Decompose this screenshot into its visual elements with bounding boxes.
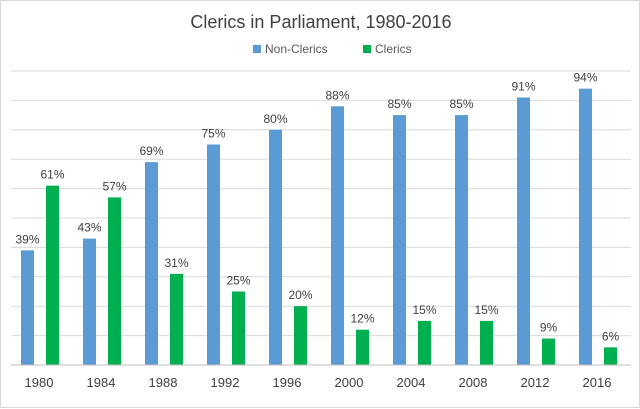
- data-label: 25%: [226, 274, 250, 288]
- x-tick-label: 1984: [87, 375, 116, 390]
- data-label: 9%: [540, 321, 558, 335]
- bar: [356, 329, 369, 365]
- gridlines: [11, 70, 631, 337]
- bar: [517, 97, 530, 366]
- data-label: 15%: [474, 303, 498, 317]
- legend-swatch: [253, 45, 261, 53]
- bar: [455, 115, 468, 365]
- bar: [480, 320, 493, 365]
- data-label: 6%: [602, 329, 620, 343]
- data-label: 85%: [387, 97, 411, 111]
- bar: [46, 185, 59, 365]
- bar: [393, 115, 406, 365]
- data-label: 88%: [325, 88, 349, 102]
- x-tick-label: 2016: [583, 375, 612, 390]
- x-tick-labels: 1980 1984 1988 1992 1996 2000 2004 2008 2012 2016: [25, 375, 612, 390]
- bar: [207, 144, 220, 365]
- bar: [604, 347, 617, 365]
- x-tick-label: 2008: [459, 375, 488, 390]
- data-label: 20%: [288, 288, 312, 302]
- data-label: 80%: [263, 112, 287, 126]
- bar: [170, 273, 183, 365]
- x-tick-label: 2000: [335, 375, 364, 390]
- data-label: 91%: [511, 79, 535, 93]
- x-tick-label: 1992: [211, 375, 240, 390]
- bar: [294, 306, 307, 365]
- data-label: 43%: [77, 221, 101, 235]
- bar: [108, 197, 121, 365]
- x-tick-label: 1996: [273, 375, 302, 390]
- bars: [21, 88, 617, 366]
- data-label: 39%: [15, 232, 39, 246]
- bar: [331, 106, 344, 365]
- bar: [145, 162, 158, 365]
- data-label: 57%: [102, 179, 126, 193]
- bar: [269, 129, 282, 365]
- x-tick-label: 1988: [149, 375, 178, 390]
- legend-label: Non-Clerics: [265, 42, 328, 56]
- data-label: 69%: [139, 144, 163, 158]
- bar: [542, 338, 555, 365]
- x-tick-label: 2004: [397, 375, 426, 390]
- bar: [21, 250, 34, 365]
- bar: [232, 291, 245, 365]
- x-tick-label: 2012: [521, 375, 550, 390]
- data-label: 85%: [449, 97, 473, 111]
- legend-swatch: [363, 45, 371, 53]
- bar: [83, 238, 96, 365]
- data-label: 12%: [350, 312, 374, 326]
- bar: [418, 320, 431, 365]
- x-tick-label: 1980: [25, 375, 54, 390]
- data-label: 15%: [412, 303, 436, 317]
- data-label: 94%: [573, 71, 597, 85]
- data-label: 61%: [40, 168, 64, 182]
- data-label: 75%: [201, 127, 225, 141]
- data-label: 31%: [164, 256, 188, 270]
- legend-label: Clerics: [375, 42, 412, 56]
- chart-title: Clerics in Parliament, 1980-2016: [190, 12, 451, 32]
- bar: [579, 88, 592, 365]
- legend: Non-Clerics Clerics: [253, 42, 412, 56]
- data-labels: 39% 61% 43% 57% 69% 31% 75% 25% 80% 20% 88% 12% 85% 1…: [15, 71, 619, 344]
